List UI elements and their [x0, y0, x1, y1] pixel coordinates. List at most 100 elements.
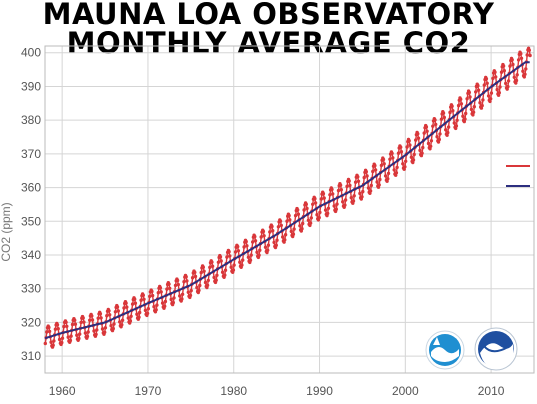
monthly-point-647	[506, 84, 510, 89]
monthly-point-518	[414, 138, 418, 142]
monthly-point-666	[519, 56, 524, 60]
monthly-point-44	[75, 333, 79, 337]
monthly-point-308	[263, 245, 268, 249]
monthly-point-497	[399, 145, 403, 149]
monthly-point-47	[77, 336, 81, 341]
monthly-point-590	[465, 97, 469, 101]
monthly-point-509	[407, 139, 411, 143]
monthly-point-557	[441, 111, 446, 115]
monthly-point-0	[43, 341, 47, 346]
monthly-point-587	[463, 117, 467, 121]
chart-title-line-1: MAUNA LOA OBSERVATORY	[42, 0, 495, 31]
x-tick-label-1960: 1960	[49, 384, 76, 398]
monthly-point-515	[411, 158, 416, 162]
monthly-point-480	[386, 171, 391, 176]
monthly-point-54	[82, 320, 86, 324]
monthly-point-212	[195, 285, 199, 290]
y-tick-label-390: 390	[21, 79, 41, 93]
monthly-point-622	[488, 99, 492, 104]
monthly-point-53	[81, 316, 85, 320]
monthly-point-614	[482, 83, 486, 87]
monthly-point-570	[451, 109, 455, 113]
monthly-point-230	[208, 265, 212, 270]
monthly-point-282	[245, 244, 249, 248]
monthly-point-491	[394, 171, 399, 175]
monthly-point-324	[275, 238, 279, 242]
monthly-point-125	[133, 297, 137, 301]
monthly-point-623	[489, 97, 493, 101]
monthly-point-338	[285, 219, 289, 223]
monthly-point-254	[225, 255, 229, 259]
x-tick-label-1970: 1970	[135, 384, 162, 398]
monthly-point-630	[494, 75, 498, 79]
monthly-point-598	[471, 113, 475, 117]
monthly-point-246	[219, 259, 223, 263]
monthly-point-239	[214, 278, 218, 282]
monthly-point-677	[527, 48, 531, 52]
monthly-point-540	[429, 139, 434, 143]
monthly-point-281	[244, 239, 248, 244]
monthly-point-360	[301, 221, 305, 226]
y-tick-label-400: 400	[21, 46, 41, 60]
monthly-point-236	[212, 275, 216, 280]
monthly-point-110	[122, 306, 126, 310]
x-tick-labels: 1960 1970 1980 1990 2000 2010	[49, 384, 505, 398]
monthly-point-80	[100, 327, 105, 331]
monthly-point-260	[229, 265, 233, 269]
monthly-point-386	[319, 197, 323, 201]
monthly-point-144	[146, 307, 150, 311]
monthly-point-396	[326, 206, 331, 210]
monthly-point-300	[258, 248, 262, 252]
monthly-point-344	[289, 229, 293, 234]
monthly-point-662	[516, 58, 521, 62]
monthly-point-566	[448, 110, 452, 115]
monthly-point-173	[167, 282, 171, 286]
monthly-point-62	[88, 318, 92, 322]
monthly-point-209	[193, 270, 197, 275]
monthly-point-299	[257, 253, 261, 257]
monthly-point-86	[105, 314, 109, 318]
monthly-point-378	[313, 201, 318, 205]
monthly-point-162	[159, 290, 163, 294]
monthly-point-180	[172, 296, 176, 300]
monthly-point-155	[154, 308, 158, 312]
monthly-point-167	[163, 304, 167, 308]
monthly-point-203	[188, 293, 193, 298]
monthly-point-65	[90, 314, 94, 318]
monthly-point-485	[390, 151, 394, 156]
monthly-point-452	[366, 186, 371, 190]
monthly-point-98	[113, 310, 118, 314]
monthly-point-312	[266, 243, 271, 247]
monthly-point-120	[129, 314, 133, 318]
monthly-point-524	[418, 148, 422, 153]
plot-frame	[44, 45, 535, 374]
monthly-point-593	[467, 90, 471, 95]
legend	[506, 165, 530, 187]
monthly-point-210	[193, 274, 198, 279]
monthly-point-77	[98, 312, 103, 316]
monthly-point-654	[511, 62, 515, 67]
monthly-point-413	[338, 183, 343, 187]
monthly-point-530	[422, 131, 426, 135]
monthly-point-336	[283, 233, 288, 237]
monthly-point-311	[266, 248, 270, 252]
monthly-point-554	[439, 117, 444, 122]
monthly-point-197	[184, 275, 188, 279]
monthly-point-462	[373, 168, 378, 172]
monthly-point-665	[519, 52, 523, 56]
monthly-point-671	[523, 72, 527, 77]
monthly-point-248	[220, 270, 225, 274]
monthly-point-380	[315, 213, 319, 217]
monthly-point-119	[128, 319, 133, 323]
monthly-point-359	[300, 227, 304, 231]
monthly-point-335	[283, 238, 287, 242]
monthly-line	[44, 46, 531, 349]
monthly-point-83	[103, 330, 107, 334]
monthly-point-416	[341, 200, 345, 204]
monthly-point-468	[378, 177, 382, 182]
monthly-point-492	[395, 165, 399, 170]
monthly-point-392	[323, 208, 328, 212]
monthly-point-323	[274, 243, 278, 247]
monthly-point-24	[60, 336, 65, 340]
monthly-point-536	[426, 141, 431, 146]
